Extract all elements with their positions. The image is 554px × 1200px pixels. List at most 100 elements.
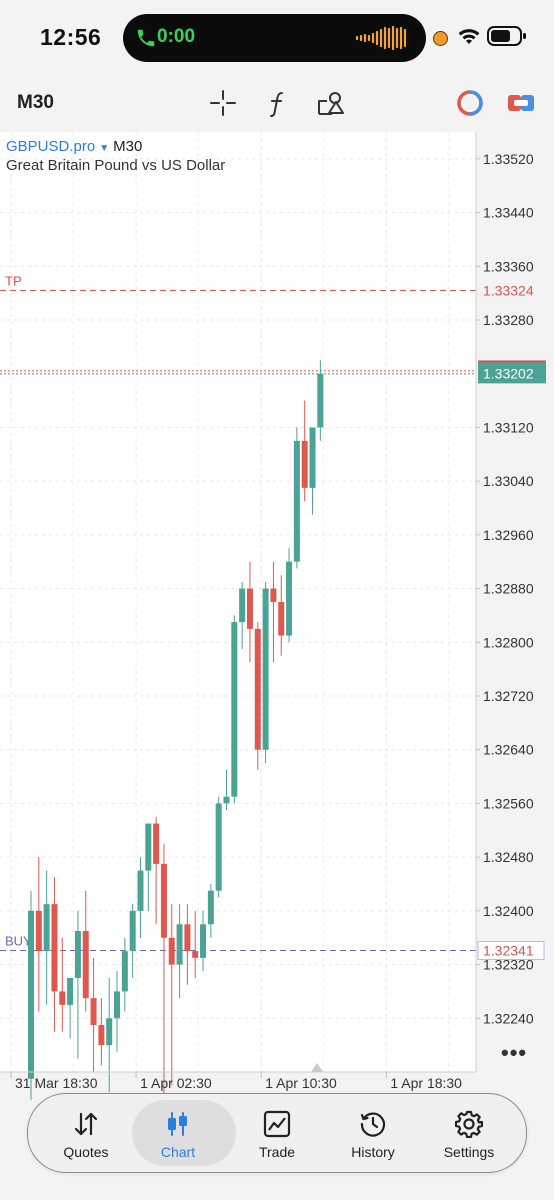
crosshair-icon[interactable]	[208, 88, 238, 118]
time-tick-label: 1 Apr 18:30	[390, 1075, 462, 1091]
price-tick-label: 1.32960	[483, 527, 534, 543]
symbol-timeframe: M30	[113, 138, 143, 155]
candle-body-bear	[51, 904, 58, 992]
time-tick-label: 1 Apr 02:30	[140, 1075, 212, 1091]
chart-candles-icon	[168, 1112, 187, 1136]
price-tick-label: 1.32400	[483, 903, 534, 919]
candle-body-bear	[270, 588, 277, 602]
candle-body-bull	[176, 924, 183, 965]
candle-body-bear	[192, 951, 199, 958]
candle-body-bull	[293, 440, 300, 562]
candle-body-bear	[59, 991, 66, 1005]
status-bar: 12:56 0:00	[0, 0, 554, 78]
candle-body-bear	[184, 924, 191, 952]
candle-body-bull	[262, 588, 269, 750]
buy-price-label: 1.32341	[483, 942, 534, 958]
candle-body-bull	[207, 890, 214, 925]
price-tick-label: 1.32480	[483, 849, 534, 865]
tab-chart-label: Chart	[160, 1144, 196, 1160]
price-tick-label: 1.32640	[483, 742, 534, 758]
price-tick-label: 1.32560	[483, 795, 534, 811]
candle-body-bear	[301, 440, 308, 488]
tp-label: TP	[5, 273, 22, 288]
settings-gear-icon	[455, 1110, 483, 1138]
candle-body-bull	[67, 978, 74, 1005]
tab-history-label: History	[351, 1144, 395, 1160]
candle-body-bull	[239, 588, 246, 623]
candle-body-bear	[98, 1025, 105, 1046]
objects-icon[interactable]	[316, 88, 346, 118]
more-options-button[interactable]: •••	[501, 1040, 528, 1065]
price-tick-label: 1.33280	[483, 312, 534, 328]
candle-body-bull	[106, 1018, 113, 1046]
candle-body-bull	[129, 910, 136, 952]
candle-body-bear	[278, 602, 285, 636]
price-tick-label: 1.33120	[483, 419, 534, 435]
candle-body-bull	[145, 823, 152, 871]
price-tick-label: 1.33520	[483, 151, 534, 167]
tab-trade-label: Trade	[258, 1144, 296, 1160]
price-tick-label: 1.32240	[483, 1010, 534, 1026]
call-timer: 0:00	[157, 26, 196, 47]
status-time: 12:56	[40, 24, 102, 50]
tab-quotes[interactable]: Quotes	[38, 1094, 134, 1172]
candle-body-bull	[121, 951, 128, 992]
time-tick-label: 31 Mar 18:30	[15, 1075, 98, 1091]
candle-body-bull	[74, 931, 81, 978]
timeframe-button[interactable]: M30	[17, 92, 54, 113]
tab-chart[interactable]: Chart	[130, 1094, 236, 1172]
price-tick-label: 1.32800	[483, 634, 534, 650]
price-tick-label: 1.32720	[483, 688, 534, 704]
audio-waveform-icon	[355, 26, 407, 50]
candle-body-bear	[82, 931, 89, 999]
price-tick-label: 1.32880	[483, 581, 534, 597]
candle-body-bear	[160, 863, 167, 938]
indicators-icon[interactable]	[262, 88, 292, 118]
battery-icon	[487, 26, 526, 46]
candle-body-bull	[200, 924, 207, 958]
symbol-header[interactable]: GBPUSD.pro ▼ M30	[6, 138, 142, 155]
candles	[28, 360, 324, 1100]
candle-body-bull	[309, 427, 316, 488]
symbol-name[interactable]: GBPUSD.pro	[6, 138, 96, 155]
time-scroll-marker[interactable]	[311, 1063, 323, 1072]
price-tick-label: 1.33040	[483, 473, 534, 489]
candle-body-bull	[215, 803, 222, 891]
candle-body-bull	[137, 870, 144, 911]
candle-body-bull	[223, 796, 230, 804]
buy-price-box	[477, 940, 545, 960]
tp-price-label: 1.33324	[483, 282, 534, 298]
current-price-label: 1.33202	[483, 365, 534, 381]
candle-body-bull	[43, 904, 50, 952]
price-tick-label: 1.32320	[483, 957, 534, 973]
candle-body-bull	[286, 561, 293, 636]
candle-body-bull	[114, 991, 121, 1019]
chart-toolbar: M30	[0, 78, 554, 132]
call-indicator[interactable]: 0:00	[123, 14, 426, 62]
one-click-trading-icon[interactable]	[455, 88, 485, 118]
candle-body-bear	[246, 588, 253, 629]
price-chart[interactable]: TP 1.33324 1.33202 BUY 1 1.32341 1.33520 1.33…	[0, 132, 554, 1100]
time-tick-label: 1 Apr 10:30	[265, 1075, 337, 1091]
candle-body-bear	[254, 628, 261, 750]
tab-settings-label: Settings	[443, 1144, 495, 1160]
tab-settings[interactable]: Settings	[421, 1094, 517, 1172]
tab-trade[interactable]: Trade	[229, 1094, 325, 1172]
price-tick-label: 1.33360	[483, 258, 534, 274]
history-clock-icon	[360, 1112, 386, 1137]
candle-body-bear	[168, 937, 175, 965]
price-tick-label: 1.33440	[483, 205, 534, 221]
wifi-icon	[458, 29, 480, 44]
plot-background	[0, 132, 476, 1072]
trade-chart-icon	[263, 1110, 291, 1138]
phone-icon	[137, 29, 155, 47]
bottom-tab-bar: Quotes Chart Trade History	[27, 1093, 527, 1173]
current-price-box	[478, 361, 546, 384]
candle-body-bull	[28, 910, 34, 1079]
tab-history[interactable]: History	[325, 1094, 421, 1172]
axes: 1.33520 1.33440 1.33360 1.33280 1.33120 1.330…	[10, 151, 534, 1091]
trade-panel-icon[interactable]	[506, 88, 536, 118]
caret-down-icon[interactable]: ▼	[99, 143, 110, 154]
